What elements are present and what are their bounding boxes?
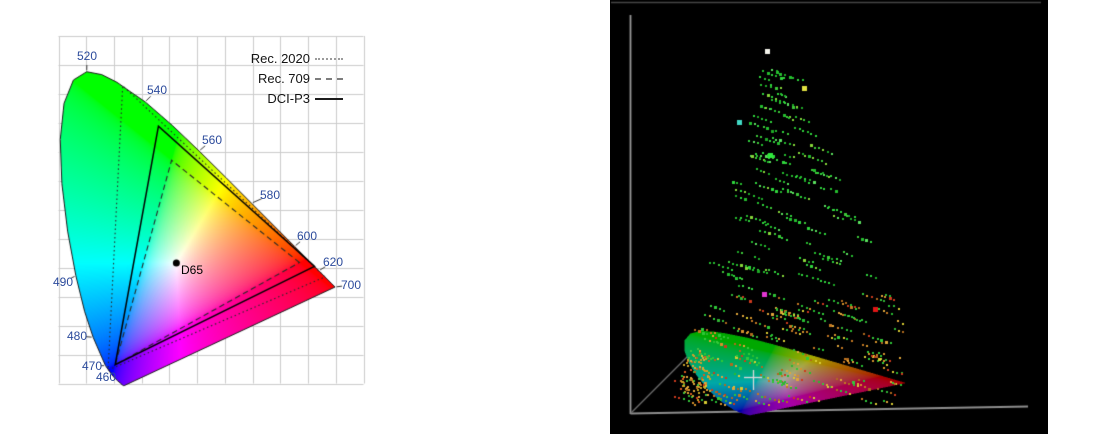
dotted-line-sample-icon [315,57,343,60]
gamut-3d-scatter-figure [610,0,1048,434]
legend-row-rec709: Rec. 709 [240,69,343,88]
chromaticity-plot-canvas [0,0,470,434]
legend-row-dcip3: DCI-P3 [240,89,343,108]
solid-line-sample-icon [315,97,343,100]
dashed-line-sample-icon [315,77,343,80]
legend-label-rec709: Rec. 709 [257,71,310,86]
cie-chromaticity-figure: 520 540 560 580 600 620 700 490 480 470 460 Rec. 2… [0,0,470,434]
legend-label-rec2020: Rec. 2020 [250,51,310,66]
legend-row-rec2020: Rec. 2020 [240,49,343,68]
scatter-3d-canvas [610,0,1048,434]
legend-label-dcip3: DCI-P3 [267,91,310,106]
gamut-legend: Rec. 2020 Rec. 709 DCI-P3 [240,49,343,109]
white-point-label: D65 [181,263,204,277]
